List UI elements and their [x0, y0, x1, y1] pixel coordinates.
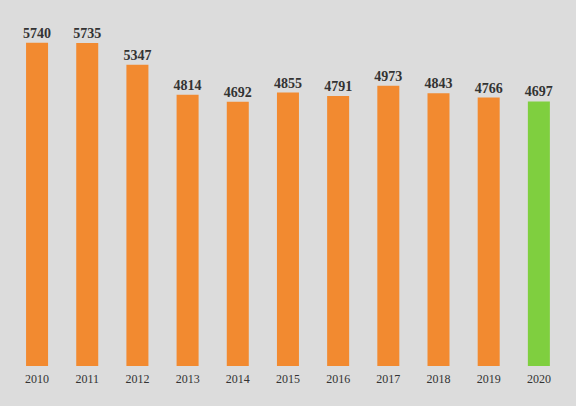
svg-text:2013: 2013	[176, 372, 200, 386]
svg-text:2010: 2010	[25, 372, 49, 386]
svg-text:5735: 5735	[73, 26, 101, 41]
svg-text:4697: 4697	[525, 84, 553, 99]
svg-text:4973: 4973	[374, 69, 402, 84]
svg-text:2018: 2018	[427, 372, 451, 386]
svg-text:4855: 4855	[274, 76, 302, 91]
svg-text:4814: 4814	[174, 78, 202, 93]
svg-text:2015: 2015	[276, 372, 300, 386]
svg-text:2020: 2020	[527, 372, 551, 386]
svg-text:4843: 4843	[425, 76, 453, 91]
svg-text:2017: 2017	[376, 372, 400, 386]
svg-text:4766: 4766	[475, 81, 503, 96]
svg-text:4692: 4692	[224, 85, 252, 100]
svg-text:2016: 2016	[326, 372, 350, 386]
svg-text:2014: 2014	[226, 372, 250, 386]
svg-text:2011: 2011	[75, 372, 99, 386]
svg-text:2012: 2012	[125, 372, 149, 386]
svg-text:4791: 4791	[324, 79, 352, 94]
svg-text:5347: 5347	[123, 48, 151, 63]
svg-text:2019: 2019	[477, 372, 501, 386]
svg-text:5740: 5740	[23, 26, 51, 41]
